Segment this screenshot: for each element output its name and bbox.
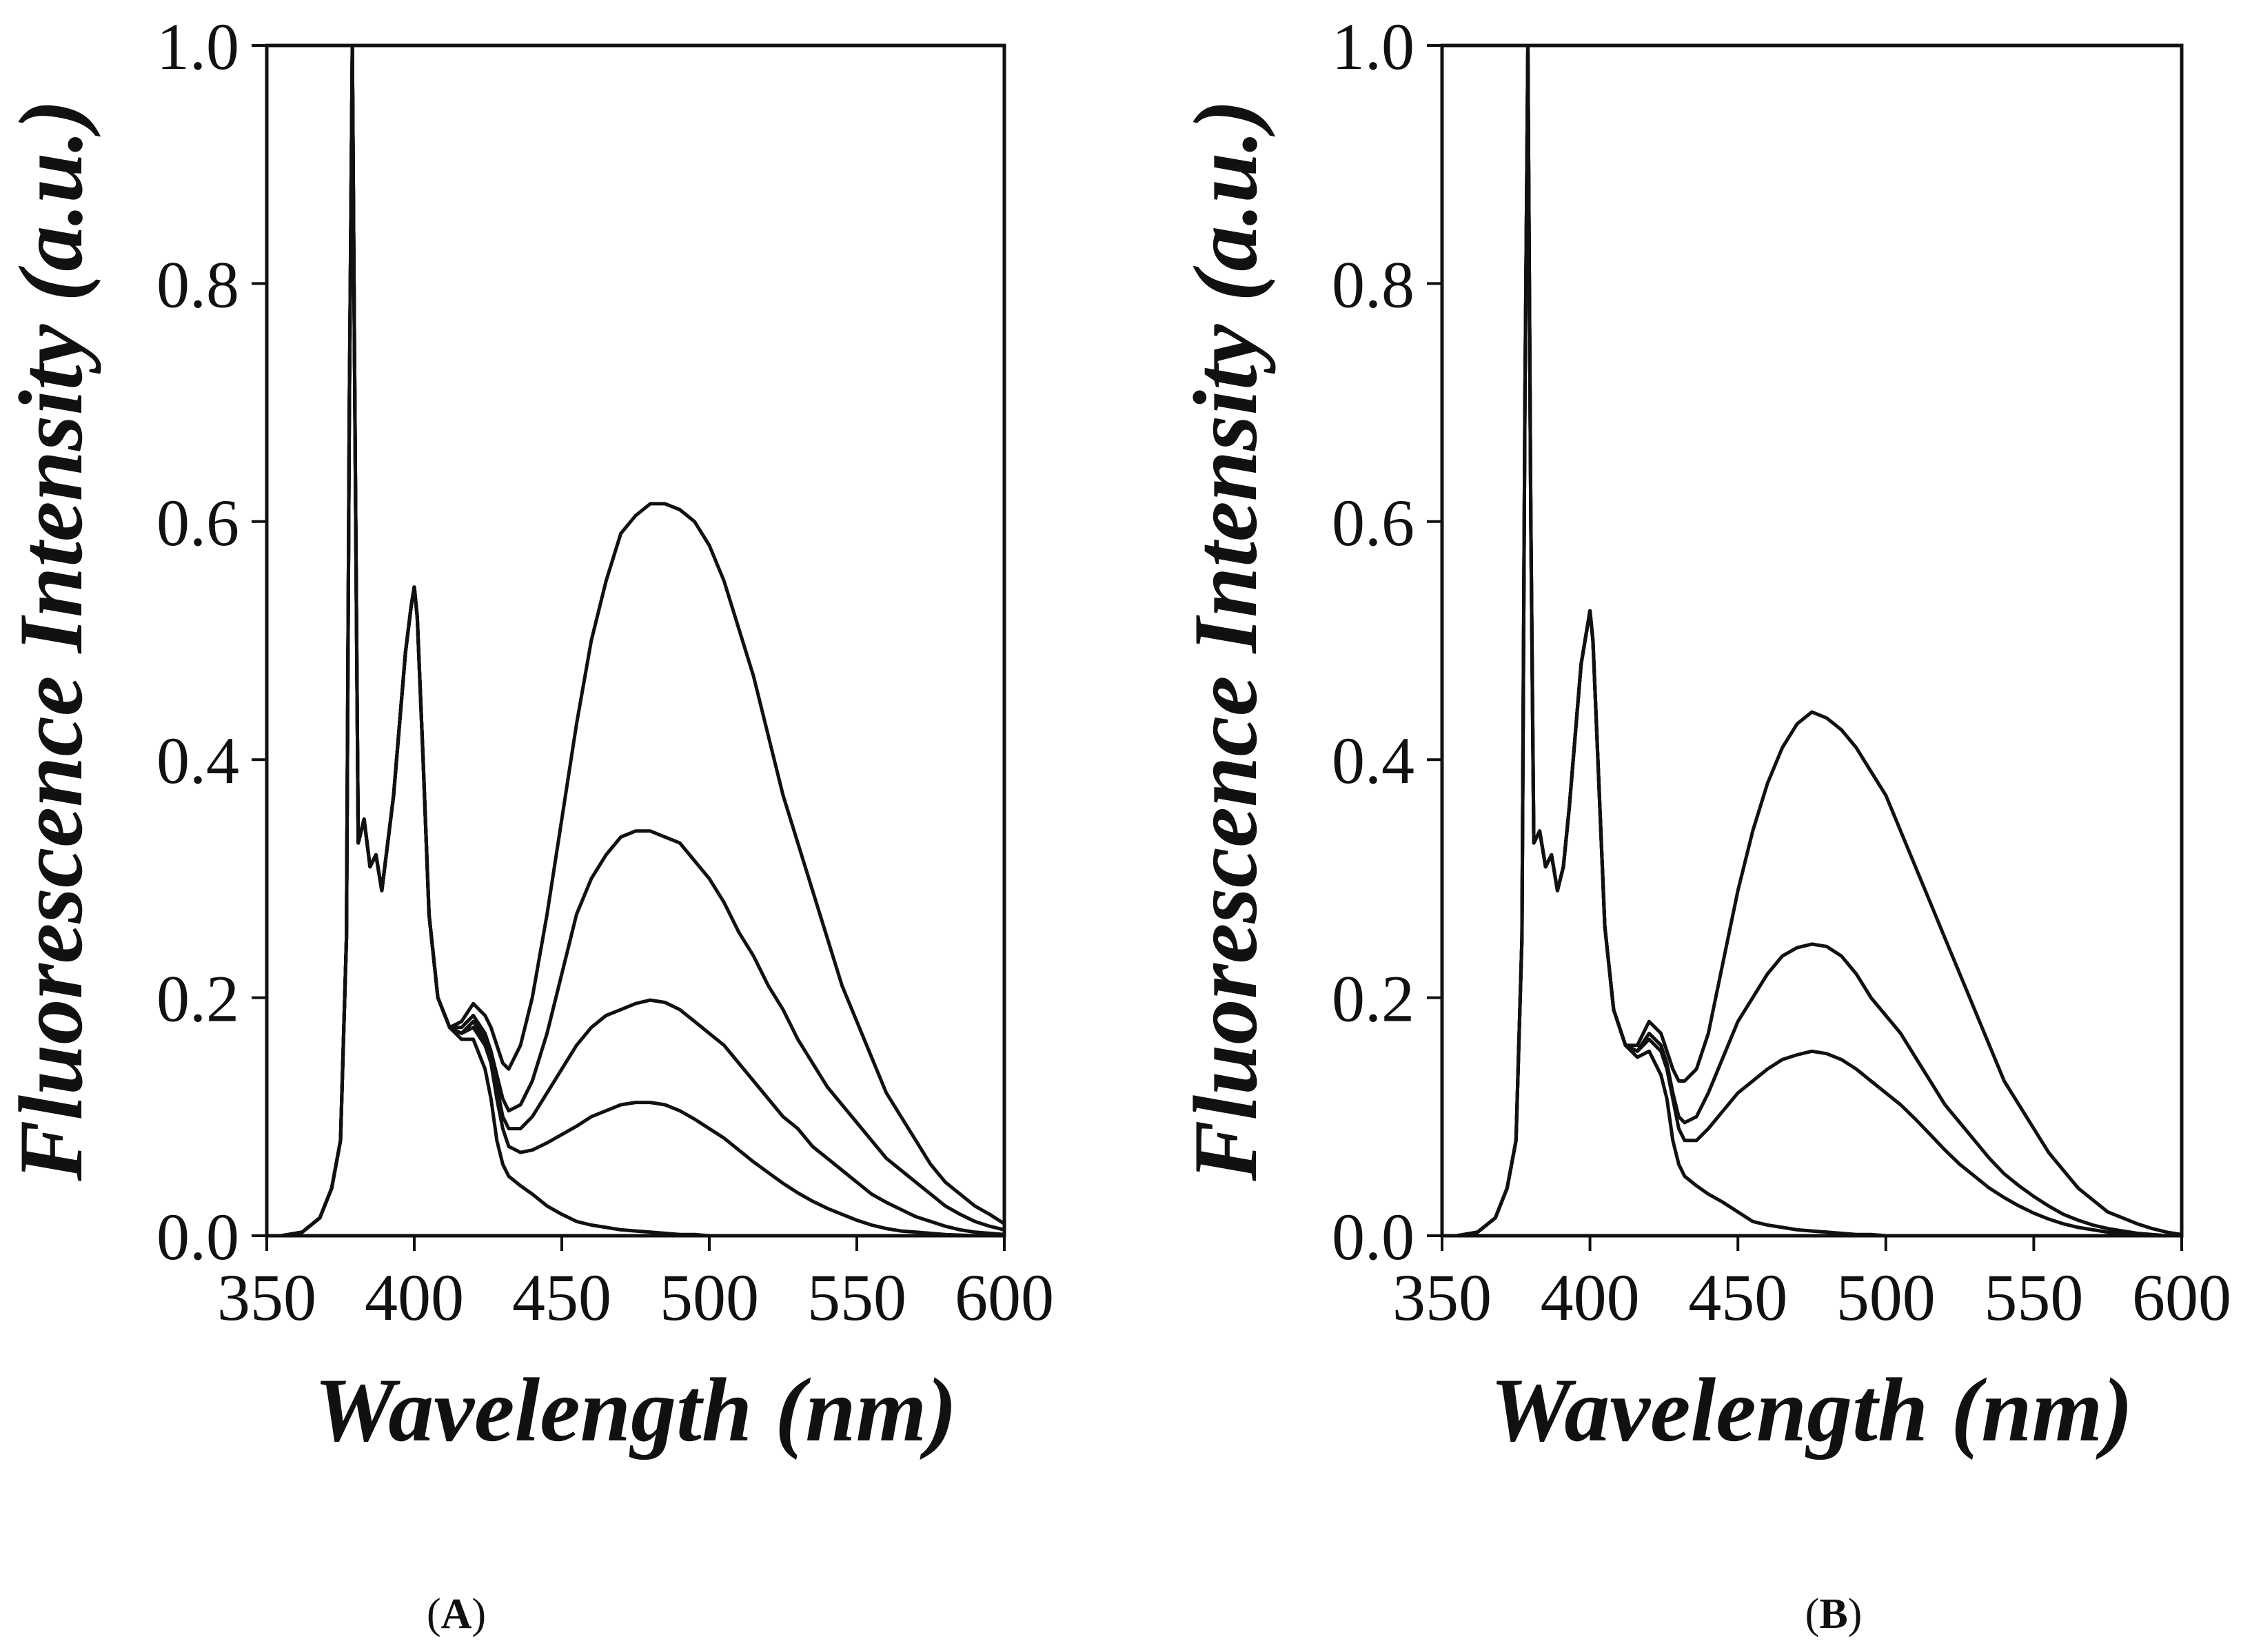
- series-b: [1455, 43, 2184, 1238]
- x-tick-label-a-4: 550: [807, 1261, 906, 1334]
- series-a: [279, 43, 1006, 1238]
- series-line-b-2: [1455, 43, 2184, 1238]
- x-tick-label-b-4: 550: [1984, 1261, 2083, 1334]
- x-axis-title-a: Wavelength (nm): [314, 1359, 957, 1460]
- series-line-b-3: [1455, 43, 2184, 1238]
- panel-label-a-letter: A: [441, 1591, 472, 1638]
- ticks-a: 350 400 450 500 550 600 0.0 0.2 0.4 0.6 0.8 1.0: [156, 10, 1054, 1334]
- panel-a: 350 400 450 500 550 600 0.0 0.2 0.4 0.6 0.8 1.0 Wav…: [0, 10, 1054, 1460]
- panel-label-b: (B): [1805, 1591, 1863, 1638]
- x-tick-label-a-1: 400: [365, 1261, 464, 1334]
- y-tick-label-b-2: 0.4: [1332, 724, 1414, 797]
- y-tick-label-b-5: 1.0: [1332, 10, 1414, 83]
- panel-label-b-letter: B: [1819, 1591, 1847, 1638]
- y-tick-label-a-1: 0.2: [156, 962, 239, 1036]
- x-tick-label-b-0: 350: [1392, 1261, 1492, 1334]
- y-axis-title-a: Fluorescence Intensity (a.u.): [0, 99, 101, 1181]
- series-line-a-3: [279, 43, 1006, 1238]
- x-tick-label-a-3: 500: [660, 1261, 759, 1334]
- series-line-a-1: [279, 43, 1006, 1238]
- panel-label-a: (A): [427, 1591, 486, 1638]
- y-tick-label-a-0: 0.0: [156, 1200, 239, 1274]
- y-tick-label-a-3: 0.6: [156, 486, 239, 560]
- series-line-a-2: [279, 43, 1006, 1238]
- plot-frame-b: [1440, 43, 2184, 1238]
- y-tick-label-b-4: 0.8: [1332, 247, 1414, 321]
- series-line-b-4: [1455, 43, 2184, 1238]
- plot-frame-a: [265, 43, 1006, 1238]
- x-tick-label-b-3: 500: [1836, 1261, 1936, 1334]
- panel-b: 350 400 450 500 550 600 0.0 0.2 0.4 0.6 0.8 1.0 Wav…: [1175, 10, 2231, 1460]
- series-line-a-4: [279, 43, 1006, 1238]
- y-tick-label-a-5: 1.0: [156, 10, 239, 83]
- x-tick-label-a-0: 350: [217, 1261, 316, 1334]
- y-tick-label-a-2: 0.4: [156, 724, 239, 797]
- x-tick-label-b-2: 450: [1688, 1261, 1787, 1334]
- x-axis-title-b: Wavelength (nm): [1490, 1359, 2133, 1460]
- y-tick-label-b-1: 0.2: [1332, 962, 1414, 1036]
- x-tick-label-b-1: 400: [1541, 1261, 1640, 1334]
- series-line-b-1: [1455, 43, 2184, 1238]
- x-tick-label-b-5: 600: [2132, 1261, 2231, 1334]
- series-line-a-5: [279, 43, 1006, 1238]
- y-tick-label-b-0: 0.0: [1332, 1200, 1414, 1274]
- y-tick-label-b-3: 0.6: [1332, 486, 1414, 560]
- x-tick-label-a-5: 600: [955, 1261, 1054, 1334]
- ticks-b: 350 400 450 500 550 600 0.0 0.2 0.4 0.6 0.8 1.0: [1332, 10, 2231, 1334]
- y-axis-title-b: Fluorescence Intensity (a.u.): [1175, 99, 1276, 1181]
- y-tick-label-a-4: 0.8: [156, 247, 239, 321]
- x-tick-label-a-2: 450: [512, 1261, 611, 1334]
